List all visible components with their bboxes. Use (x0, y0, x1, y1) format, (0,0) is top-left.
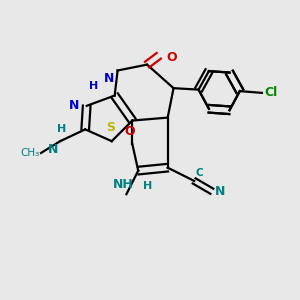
Text: N: N (104, 72, 115, 85)
Text: H: H (142, 181, 152, 191)
Text: O: O (124, 125, 135, 138)
Text: C: C (196, 168, 203, 178)
Text: CH₃: CH₃ (20, 148, 40, 158)
Text: NH: NH (113, 178, 134, 191)
Text: H: H (89, 81, 98, 91)
Text: O: O (166, 51, 177, 64)
Text: S: S (106, 121, 115, 134)
Text: N: N (48, 142, 59, 156)
Text: Cl: Cl (265, 86, 278, 99)
Text: N: N (69, 99, 79, 112)
Text: H: H (57, 124, 66, 134)
Text: N: N (215, 185, 226, 198)
